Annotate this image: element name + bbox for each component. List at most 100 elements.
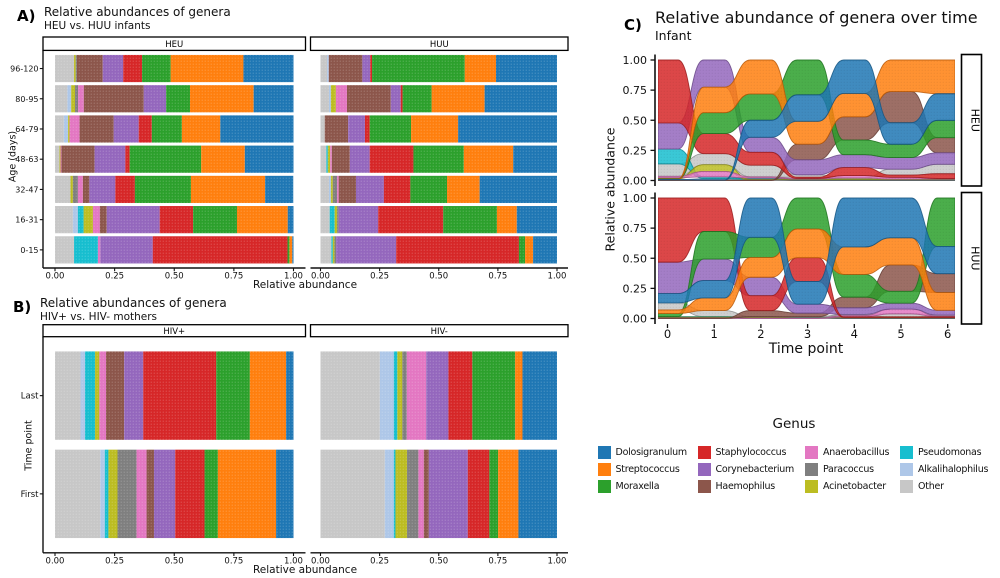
x-tick-label: 0.00 (311, 556, 330, 566)
bar-texture (320, 351, 557, 440)
ribbon-texture-Haemophilus (658, 264, 955, 319)
x-tick-label: 0.50 (165, 272, 184, 282)
bar-texture (55, 449, 294, 539)
y-tick-label: 32-47 (15, 185, 38, 194)
bar-texture (55, 85, 294, 113)
ribbon-texture-Dolosigranulum (658, 60, 955, 181)
y-tick-label: Last (21, 392, 39, 402)
bar-texture (55, 54, 294, 83)
bar-HUU-48-63 (320, 145, 557, 173)
bar-HIV--Last (320, 351, 557, 440)
bar-texture (55, 236, 294, 264)
y-tick-label: 0.50 (623, 252, 648, 265)
panel-a-subtitle: HEU vs. HUU infants (44, 20, 151, 32)
x-tick-label: 6 (944, 327, 951, 341)
ribbon-texture-Streptococcus (658, 229, 955, 314)
facet-HEU: HEU 0.00 0.25 0.50 0.75 1.00 (42, 36, 307, 282)
y-tick-label: First (21, 490, 40, 500)
bar-HIV+-First (55, 449, 294, 539)
x-tick-label: 0.25 (105, 272, 124, 282)
x-tick-label: 1.00 (548, 556, 567, 566)
y-tick-label: 0.25 (623, 282, 648, 295)
y-tick-label: 0-15 (20, 246, 38, 255)
ribbons (658, 197, 955, 319)
x-tick-label: 3 (804, 327, 811, 341)
x-tick-label: 0.25 (105, 556, 124, 566)
y-tick-label: 0.50 (623, 114, 648, 127)
panel-a-xlabel: Relative abundance (252, 279, 358, 291)
bar-texture (320, 449, 557, 539)
ribbon-texture-Dolosigranulum (658, 198, 955, 305)
ribbon-texture-Moraxella (658, 60, 955, 180)
panel-a-title: Relative abundances of genera (44, 5, 231, 19)
x-tick-label: 1.00 (548, 272, 567, 282)
bar-HUU-32-47 (320, 175, 557, 204)
facet-HIV-: HIV- 0.00 0.25 0.50 0.75 1.00 (309, 324, 569, 566)
ribbon-texture-Streptococcus (658, 60, 955, 180)
panel-b-xlabel: Relative abundance (252, 564, 358, 576)
bar-texture (320, 145, 557, 173)
y-tick-label: 16-31 (15, 216, 38, 225)
bar-HEU-32-47 (55, 175, 294, 204)
bar-HIV+-Last (55, 351, 294, 440)
facet-strip (309, 36, 569, 52)
panel-b-title: Relative abundances of genera (40, 296, 227, 310)
facet-strip (42, 324, 307, 338)
y-tick-label: 1.00 (623, 54, 648, 67)
facet-strip (960, 53, 983, 187)
bar-HEU-64-79 (55, 115, 294, 143)
panel-c-title: Relative abundance of genera over time (655, 8, 978, 27)
panel-b-ylabel: Time point (23, 420, 35, 471)
y-tick-label: 0.00 (623, 175, 648, 188)
panel-b: Last First HIV+ 0.00 0.25 0.50 0.75 1.00 HIV- 0.0… (21, 324, 569, 566)
facet-strip-label: HEU (969, 109, 982, 132)
ribbons (658, 59, 955, 181)
panel-a: 96-120 80-95 64-79 48-63 32-47 16-31 0-15 HEU 0.… (10, 36, 569, 282)
bar-texture (55, 115, 294, 143)
panel-c-subtitle: Infant (655, 28, 692, 43)
panel-a-ylabel: Age (days) (7, 130, 19, 183)
x-tick-label: 0 (664, 327, 671, 341)
x-tick-label: 0.00 (46, 556, 65, 566)
bar-texture (320, 115, 557, 143)
bar-HEU-0-15 (55, 236, 294, 264)
panel-c-xlabel: Time point (768, 341, 844, 357)
facet-strip (42, 36, 307, 52)
facet-strip-label: HIV+ (163, 327, 185, 337)
x-tick-label: 0.00 (311, 272, 330, 282)
bar-HEU-16-31 (55, 206, 294, 234)
facet-strip-label: HEU (165, 40, 183, 50)
x-tick-label: 0.50 (429, 556, 448, 566)
stream-facet-HUU: 1.00 0.75 0.50 0.25 0.00 HUU (623, 191, 983, 326)
facet-HUU: HUU 0.00 0.25 0.50 0.75 1.00 (309, 36, 569, 282)
bar-HUU-64-79 (320, 115, 557, 143)
x-tick-label: 0.75 (224, 272, 243, 282)
panel-b-label: B) (13, 298, 32, 316)
bar-HUU-0-15 (320, 236, 557, 264)
legend-title: Genus (772, 416, 816, 432)
x-tick-label: 0.25 (370, 556, 389, 566)
y-tick-label: 0.75 (623, 84, 648, 97)
bar-texture (55, 145, 294, 173)
bar-HUU-96-120 (320, 54, 557, 83)
bar-HEU-80-95 (55, 85, 294, 113)
ribbon-texture-Other (658, 302, 955, 318)
bar-texture (55, 175, 294, 204)
ribbon-texture-Moraxella (658, 198, 955, 317)
bar-texture (320, 54, 557, 83)
x-tick-label: 0.25 (370, 272, 389, 282)
y-tick-label: 80-95 (15, 95, 38, 104)
panel-a-label: A) (17, 7, 36, 25)
ribbon-texture-Acinetobacter (658, 164, 955, 181)
bar-HUU-80-95 (320, 85, 557, 113)
x-tick-label: 0.50 (429, 272, 448, 282)
stream-facet-HEU: 1.00 0.75 0.50 0.25 0.00 HEU (623, 53, 983, 188)
facet-strip-label: HIV- (431, 327, 448, 337)
bar-texture (320, 175, 557, 204)
x-tick-label: 0.75 (224, 556, 243, 566)
bar-HEU-96-120 (55, 54, 294, 83)
y-tick-label: 48-63 (15, 155, 38, 164)
bar-texture (320, 206, 557, 234)
bar-texture (320, 85, 557, 113)
